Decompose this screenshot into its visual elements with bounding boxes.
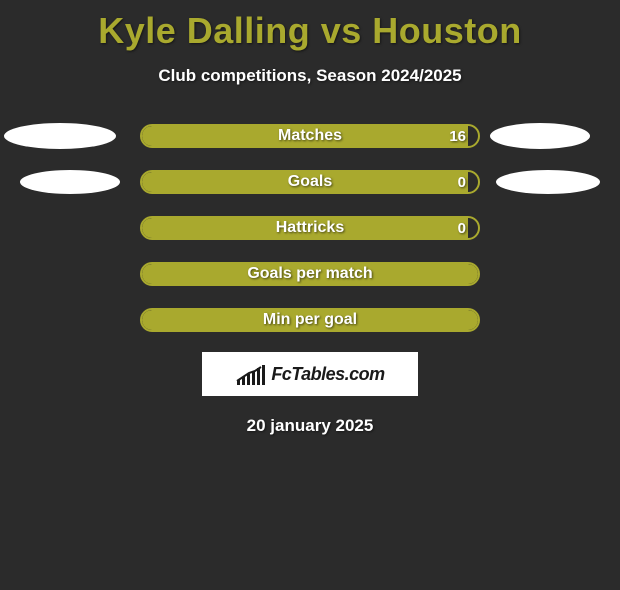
decorative-ellipse — [490, 123, 590, 149]
subtitle: Club competitions, Season 2024/2025 — [0, 66, 620, 86]
stat-label: Hattricks — [142, 218, 478, 238]
stat-label: Min per goal — [142, 310, 478, 330]
decorative-ellipse — [4, 123, 116, 149]
stat-label: Matches — [142, 126, 478, 146]
stat-rows: Matches16Goals0Hattricks0Goals per match… — [0, 124, 620, 332]
decorative-ellipse — [20, 170, 120, 194]
logo-inner: FcTables.com — [235, 363, 384, 385]
stat-bar: Min per goal — [140, 308, 480, 332]
stat-bar: Hattricks0 — [140, 216, 480, 240]
logo-box: FcTables.com — [202, 352, 418, 396]
stat-bar: Goals0 — [140, 170, 480, 194]
stat-row: Min per goal — [0, 308, 620, 332]
stat-label: Goals — [142, 172, 478, 192]
stat-value: 0 — [458, 218, 466, 238]
logo-text: FcTables.com — [271, 364, 384, 385]
stat-bar: Goals per match — [140, 262, 480, 286]
stat-row: Hattricks0 — [0, 216, 620, 240]
stat-label: Goals per match — [142, 264, 478, 284]
stat-row: Goals per match — [0, 262, 620, 286]
stat-value: 16 — [449, 126, 466, 146]
decorative-ellipse — [496, 170, 600, 194]
stat-value: 0 — [458, 172, 466, 192]
logo-bars-icon — [235, 363, 265, 385]
page-title: Kyle Dalling vs Houston — [0, 10, 620, 52]
date-text: 20 january 2025 — [0, 416, 620, 436]
stat-bar: Matches16 — [140, 124, 480, 148]
